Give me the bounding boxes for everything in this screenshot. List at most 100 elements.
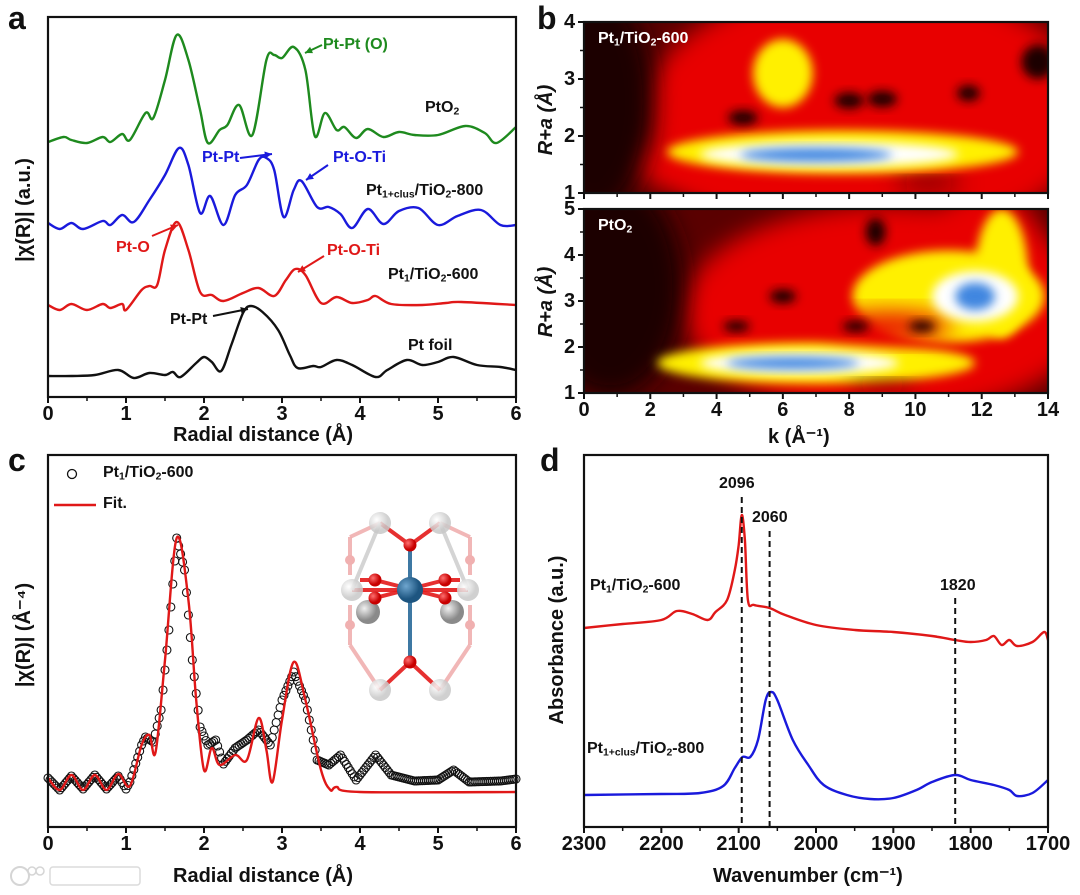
- a-x-tick-label: 4: [354, 403, 366, 425]
- b-bottom-x-tick-label: 12: [970, 399, 993, 421]
- o-atom-faded: [465, 555, 475, 565]
- heatmap-dark-region: [769, 289, 797, 304]
- a-x-tick-label: 2: [198, 403, 210, 425]
- d-series-pt1clus-800: [583, 690, 1049, 801]
- heatmap-dark-region: [723, 320, 750, 332]
- ti-atom: [341, 579, 363, 601]
- heatmap-red-region: [825, 312, 952, 341]
- d-y-axis-label: Absorbance (a.u.): [546, 555, 568, 725]
- heatmap-yellow-region: [753, 39, 813, 108]
- a-x-tick-label: 1: [120, 403, 132, 425]
- pt1-tio2-structure-inset: [341, 512, 479, 701]
- b-top-y-tick-label: 1: [564, 182, 576, 204]
- b-bottom-x-tick-label: 14: [1036, 399, 1060, 421]
- heatmap-dark-region: [728, 110, 758, 126]
- c-data-point: [168, 579, 178, 589]
- c-x-tick-label: 5: [432, 833, 444, 855]
- heatmap-dark-region: [908, 320, 936, 332]
- panel-label-b: b: [537, 0, 557, 36]
- heatmap-dark-region: [895, 178, 962, 188]
- c-data-point: [273, 710, 283, 720]
- series-label-pt1clus-800: Pt1+clus/TiO2-800: [366, 182, 484, 201]
- c-data-point: [333, 752, 344, 762]
- heatmap-dark-region: [1021, 44, 1048, 79]
- annotation-pt-pt-black: Pt-Pt: [170, 311, 208, 328]
- c-data-point: [215, 747, 225, 757]
- curves: [43, 33, 1050, 827]
- c-data-point: [271, 717, 281, 728]
- c-x-axis-label: Radial distance (Å): [173, 865, 354, 887]
- c-data-point: [287, 672, 297, 682]
- b-bottom-y-tick-label: 4: [564, 244, 576, 266]
- panel-label-c: c: [8, 442, 26, 478]
- c-data-point: [213, 741, 223, 751]
- b-bottom-x-tick-label: 0: [578, 399, 590, 421]
- a-series-pt1-600: [47, 220, 517, 312]
- series-label-pto2: PtO2: [425, 99, 460, 118]
- c-data-point: [64, 773, 74, 783]
- series-label-pt-foil: Pt foil: [408, 337, 453, 354]
- c-x-tick-label: 2: [198, 833, 210, 855]
- heatmap-dark-region: [867, 90, 898, 107]
- heatmap-dark-region: [834, 92, 865, 109]
- o-atom: [403, 655, 417, 669]
- b-bottom-x-tick-label: 4: [711, 399, 723, 421]
- b-bottom-y-axis-label: R+a (Å): [535, 266, 557, 338]
- c-x-tick-label: 0: [42, 833, 54, 855]
- ti-atom: [369, 512, 391, 534]
- c-legend-circle-marker: [66, 468, 78, 480]
- c-data-point: [166, 602, 176, 612]
- c-data-point: [269, 725, 279, 735]
- heatmap-dark-region: [865, 218, 886, 246]
- a-x-tick-label: 3: [276, 403, 288, 425]
- c-fit-line: [47, 535, 517, 794]
- bond: [350, 522, 382, 591]
- a-y-axis-label: |χ(R)| (a.u.): [13, 158, 35, 262]
- ti-atom: [369, 679, 391, 701]
- c-x-tick-label: 3: [276, 833, 288, 855]
- c-x-tick-label: 1: [120, 833, 132, 855]
- b-map-label-pt1-600: Pt1/TiO2-600: [598, 30, 689, 49]
- annotation-pt-o-ti-red: Pt-O-Ti: [327, 242, 381, 259]
- c-x-tick-label: 6: [510, 833, 522, 855]
- o-atom: [403, 538, 417, 552]
- b-bottom-x-tick-label: 2: [644, 399, 656, 421]
- a-series-pto2: [47, 33, 517, 145]
- b-top-y-tick-label: 2: [564, 125, 576, 147]
- annotation-pt-pt-blue: Pt-Pt: [202, 149, 240, 166]
- panel-label-a: a: [8, 0, 26, 36]
- ti-atom: [429, 679, 451, 701]
- wavelet-map-pto2: [584, 209, 1048, 393]
- b-top-y-tick-label: 3: [564, 68, 576, 90]
- c-data-point: [369, 752, 379, 763]
- annotation-pt-o-ti-blue: Pt-O-Ti: [333, 149, 387, 166]
- ti-atom: [440, 600, 464, 624]
- d-x-tick-label: 1800: [948, 833, 993, 855]
- ti-atom: [457, 579, 479, 601]
- d-series-label-pt1-600: Pt1/TiO2-600: [590, 577, 681, 596]
- c-data-point: [447, 766, 457, 776]
- b-bottom-y-tick-label: 3: [564, 290, 576, 312]
- o-atom: [368, 591, 382, 605]
- o-atom: [438, 591, 452, 605]
- d-marker-label-1820: 1820: [940, 577, 976, 594]
- heatmap-dark-region: [584, 22, 654, 193]
- heatmap-blue-region: [955, 282, 995, 311]
- arrow-pt-pt-blue-head: [264, 151, 272, 159]
- b-map-label-pto2: PtO2: [598, 217, 633, 236]
- d-marker-label-2096: 2096: [719, 475, 755, 492]
- d-x-tick-label: 2300: [561, 833, 607, 855]
- b-bottom-y-tick-label: 2: [564, 336, 576, 358]
- o-atom-faded: [345, 620, 355, 630]
- c-data-point: [279, 690, 289, 700]
- c-data-point: [211, 735, 221, 745]
- o-atom: [368, 573, 382, 587]
- a-x-axis-label: Radial distance (Å): [173, 424, 354, 446]
- d-x-tick-label: 1700: [1025, 833, 1071, 855]
- d-x-tick-label: 2000: [793, 833, 839, 855]
- heatmap-dark-region: [842, 320, 870, 332]
- ti-atom: [429, 512, 451, 534]
- d-series-label-pt1clus-800: Pt1+clus/TiO2-800: [587, 740, 705, 759]
- axes: [46, 15, 1050, 833]
